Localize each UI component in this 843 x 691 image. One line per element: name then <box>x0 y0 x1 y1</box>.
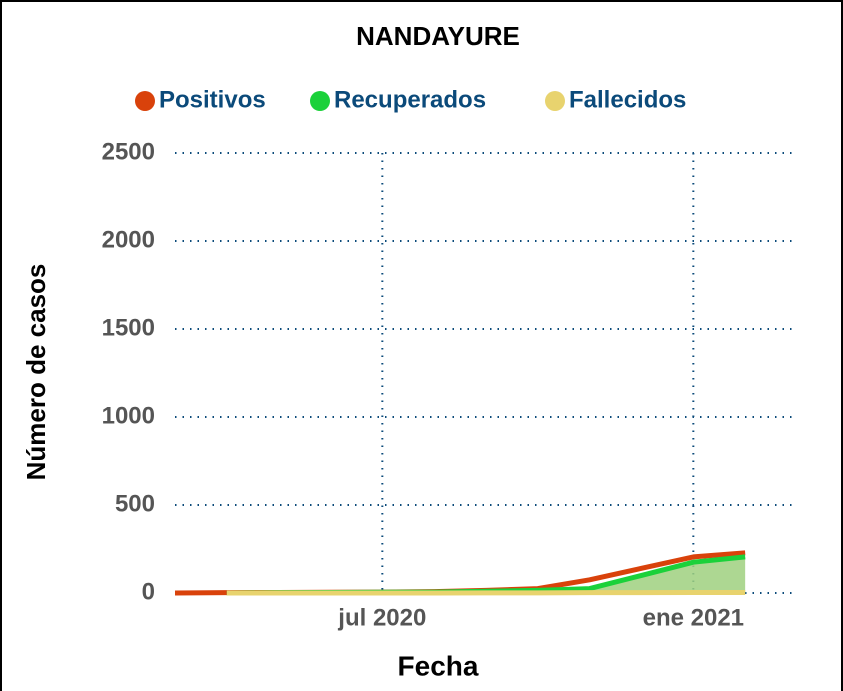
y-axis-label: Número de casos <box>21 264 51 481</box>
legend-marker <box>545 91 565 111</box>
y-tick-label: 2000 <box>102 226 155 253</box>
y-tick-label: 2500 <box>102 138 155 165</box>
y-tick-label: 0 <box>142 578 155 605</box>
y-tick-label: 500 <box>115 490 155 517</box>
legend-marker <box>310 91 330 111</box>
x-axis-label: Fecha <box>398 650 479 681</box>
line <box>226 589 746 596</box>
x-tick-label: jul 2020 <box>337 604 426 631</box>
y-tick-label: 1000 <box>102 402 155 429</box>
x-tick-label: ene 2021 <box>643 604 744 631</box>
legend-label: Recuperados <box>334 86 486 113</box>
chart-title: NANDAYURE <box>356 21 520 51</box>
legend-label: Positivos <box>159 86 266 113</box>
legend-marker <box>135 91 155 111</box>
y-tick-label: 1500 <box>102 314 155 341</box>
legend-label: Fallecidos <box>569 86 686 113</box>
